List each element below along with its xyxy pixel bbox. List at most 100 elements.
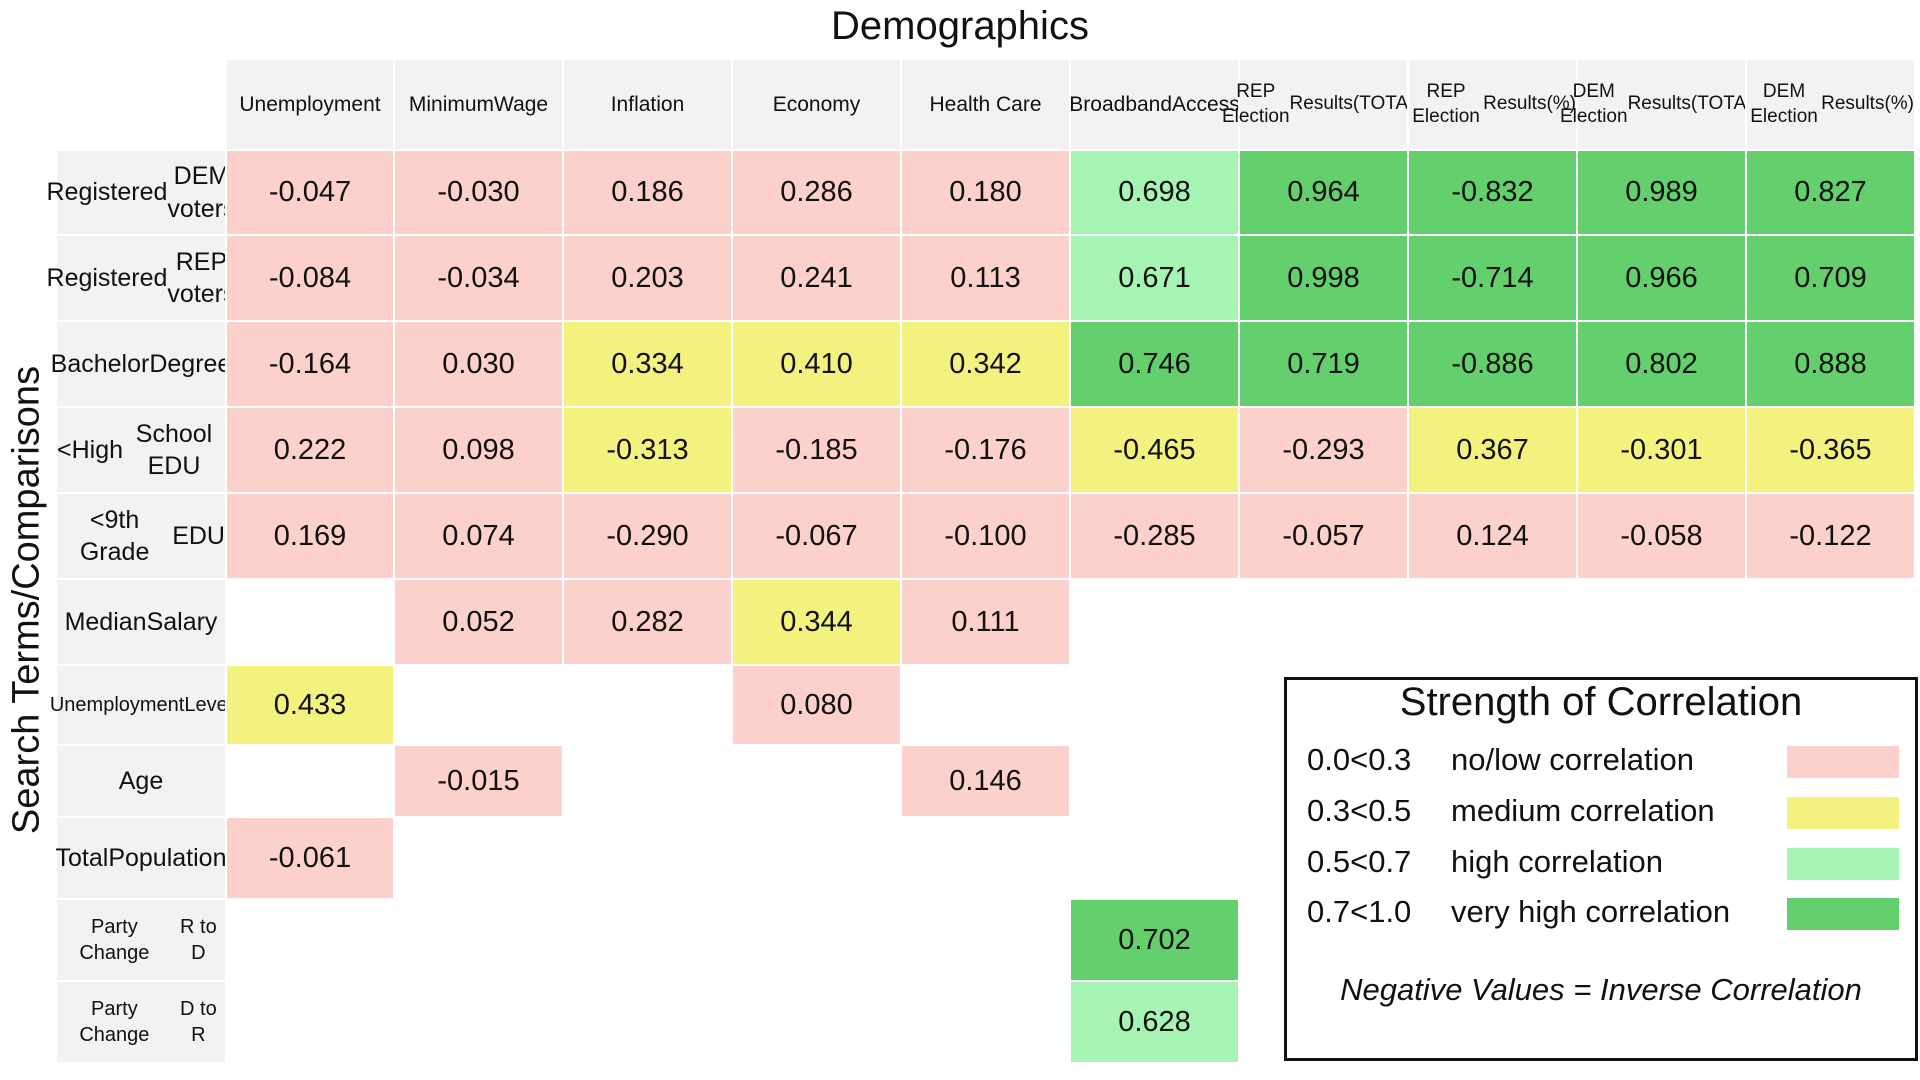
correlation-cell: -0.301 bbox=[1576, 406, 1745, 492]
column-header-line: Wage bbox=[494, 92, 549, 116]
correlation-cell: 0.030 bbox=[393, 320, 562, 406]
correlation-cell: -0.084 bbox=[225, 234, 393, 320]
correlation-cell: 0.203 bbox=[562, 234, 731, 320]
row-header-line: Level bbox=[184, 694, 233, 716]
chart-title: Demographics bbox=[831, 4, 1089, 48]
row-header: <9th Grade EDU bbox=[57, 492, 225, 578]
correlation-cell: 0.746 bbox=[1069, 320, 1238, 406]
correlation-cell: 0.074 bbox=[393, 492, 562, 578]
legend-item: 0.7<1.0 very high correlation bbox=[1287, 894, 1915, 934]
column-header-line: Economy bbox=[772, 92, 861, 116]
legend-swatch bbox=[1787, 898, 1899, 930]
column-header-line: Results(TOTAL) bbox=[1289, 93, 1426, 115]
row-header-line: Party Change bbox=[79, 998, 150, 1046]
row-header: Total Population bbox=[55, 816, 226, 898]
correlation-cell: 0.628 bbox=[1069, 980, 1238, 1062]
column-header: Broadband Access bbox=[1069, 60, 1240, 149]
row-header: Median Salary bbox=[57, 578, 225, 664]
correlation-cell: -0.100 bbox=[900, 492, 1069, 578]
correlation-cell: -0.714 bbox=[1407, 234, 1576, 320]
column-header: Health Care bbox=[900, 60, 1069, 149]
column-header: DEM Election Results(TOTAL) bbox=[1560, 60, 1763, 149]
column-header-line: Results(%) bbox=[1821, 93, 1914, 115]
correlation-cell: -0.285 bbox=[1069, 492, 1238, 578]
correlation-cell: 0.966 bbox=[1576, 234, 1745, 320]
correlation-cell: -0.886 bbox=[1407, 320, 1576, 406]
row-header: Age bbox=[57, 744, 225, 816]
correlation-cell: 0.169 bbox=[225, 492, 393, 578]
row-header-line: <9th Grade bbox=[79, 505, 150, 567]
column-header-line: Health Care bbox=[929, 92, 1042, 116]
legend-swatch bbox=[1787, 797, 1899, 829]
correlation-cell: 0.080 bbox=[731, 664, 900, 744]
correlation-cell: 0.241 bbox=[731, 234, 900, 320]
row-header-line: REP voters bbox=[167, 247, 236, 309]
row-header: <High School EDU bbox=[57, 406, 225, 492]
correlation-cell: 0.367 bbox=[1407, 406, 1576, 492]
legend-range: 0.5<0.7 bbox=[1307, 844, 1412, 879]
column-header: Minimum Wage bbox=[393, 60, 562, 149]
correlation-cell: 0.222 bbox=[225, 406, 393, 492]
correlation-cell: 0.709 bbox=[1745, 234, 1914, 320]
column-header-line: Results(%) bbox=[1483, 93, 1576, 115]
column-header: Unemployment bbox=[225, 60, 393, 149]
row-header-line: Bachelor bbox=[50, 349, 150, 378]
correlation-cell: 0.342 bbox=[900, 320, 1069, 406]
legend-title: Strength of Correlation bbox=[1399, 680, 1803, 724]
row-header: Party Change D to R bbox=[57, 980, 225, 1062]
correlation-cell: 0.052 bbox=[393, 578, 562, 664]
correlation-cell: 0.113 bbox=[900, 234, 1069, 320]
row-header: Unemployment Level bbox=[50, 664, 232, 744]
column-header-line: DEM Election bbox=[1750, 80, 1818, 127]
row-header-line: EDU bbox=[172, 521, 225, 550]
row-header-line: Degree bbox=[149, 349, 232, 378]
correlation-cell: -0.034 bbox=[393, 234, 562, 320]
correlation-cell: -0.365 bbox=[1745, 406, 1914, 492]
column-header-line: Inflation bbox=[610, 92, 685, 116]
legend-range: 0.3<0.5 bbox=[1307, 793, 1412, 828]
row-header-line: DEM voters bbox=[167, 162, 236, 223]
correlation-cell: 0.719 bbox=[1238, 320, 1407, 406]
row-header-line: D to R bbox=[180, 998, 217, 1046]
correlation-cell: 0.334 bbox=[562, 320, 731, 406]
correlation-cell: -0.061 bbox=[225, 816, 393, 898]
row-header-line: Registered bbox=[46, 263, 168, 292]
column-header-line: Access bbox=[1172, 92, 1240, 116]
correlation-cell: 0.702 bbox=[1069, 898, 1238, 980]
correlation-cell: 0.410 bbox=[731, 320, 900, 406]
correlation-cell: -0.067 bbox=[731, 492, 900, 578]
column-header: DEM Election Results(%) bbox=[1745, 60, 1914, 149]
row-header-line: Party Change bbox=[79, 916, 150, 964]
column-header-line: Results(TOTAL) bbox=[1627, 93, 1764, 115]
row-header: Registered REP voters bbox=[47, 234, 236, 320]
legend-note: Negative Values = Inverse Correlation bbox=[1340, 972, 1862, 1007]
legend-item: 0.3<0.5 medium correlation bbox=[1287, 793, 1915, 833]
correlation-cell: 0.802 bbox=[1576, 320, 1745, 406]
correlation-cell: -0.058 bbox=[1576, 492, 1745, 578]
correlation-cell: -0.313 bbox=[562, 406, 731, 492]
column-header: Inflation bbox=[562, 60, 731, 149]
row-header-line: <High bbox=[57, 435, 124, 464]
legend-swatch bbox=[1787, 746, 1899, 778]
column-header: REP Election Results(%) bbox=[1407, 60, 1576, 149]
correlation-cell: 0.344 bbox=[731, 578, 900, 664]
correlation-cell: 0.989 bbox=[1576, 149, 1745, 234]
row-header: Party Change R to D bbox=[57, 898, 225, 980]
legend-item: 0.5<0.7 high correlation bbox=[1287, 844, 1915, 884]
correlation-cell: -0.164 bbox=[225, 320, 393, 406]
correlation-cell: -0.290 bbox=[562, 492, 731, 578]
correlation-cell: 0.186 bbox=[562, 149, 731, 234]
correlation-cell: -0.832 bbox=[1407, 149, 1576, 234]
legend-swatch bbox=[1787, 848, 1899, 880]
row-header-line: Total bbox=[55, 843, 109, 872]
correlation-cell: -0.047 bbox=[225, 149, 393, 234]
column-header-line: REP Election bbox=[1412, 80, 1480, 127]
correlation-cell: 0.124 bbox=[1407, 492, 1576, 578]
correlation-cell: -0.015 bbox=[393, 744, 562, 816]
row-header-line: School EDU bbox=[135, 419, 213, 481]
row-header-line: Median bbox=[64, 607, 147, 636]
row-header-line: Age bbox=[118, 766, 164, 795]
correlation-cell: -0.030 bbox=[393, 149, 562, 234]
column-header-line: Minimum bbox=[408, 92, 495, 116]
column-header-line: Unemployment bbox=[239, 92, 381, 116]
